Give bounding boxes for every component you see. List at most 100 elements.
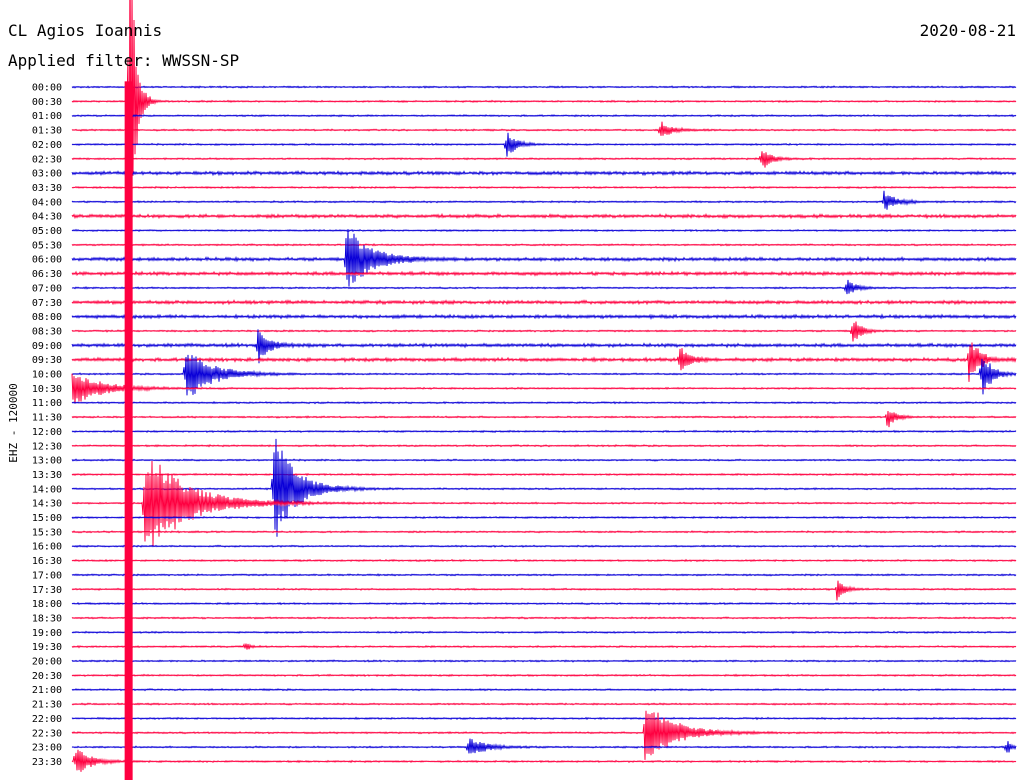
trace-line bbox=[71, 313, 1017, 321]
time-label: 19:30 bbox=[32, 642, 62, 653]
time-label: 04:00 bbox=[32, 197, 62, 208]
trace-line bbox=[71, 299, 1017, 306]
time-label: 04:30 bbox=[32, 212, 62, 223]
time-label: 05:30 bbox=[32, 240, 62, 251]
time-label: 02:00 bbox=[32, 140, 62, 151]
trace-line bbox=[71, 212, 1017, 220]
trace-line bbox=[71, 716, 1017, 721]
trace-line bbox=[71, 580, 1017, 601]
channel-label: EHZ - 120000 bbox=[7, 383, 20, 462]
time-label: 16:30 bbox=[32, 556, 62, 567]
trace-line bbox=[71, 444, 1017, 448]
time-label: 08:30 bbox=[32, 326, 62, 337]
time-label: 20:30 bbox=[32, 671, 62, 682]
time-label: 17:30 bbox=[32, 585, 62, 596]
time-label: 03:30 bbox=[32, 183, 62, 194]
trace-line bbox=[71, 373, 1017, 404]
time-label: 13:30 bbox=[32, 470, 62, 481]
time-label: 14:30 bbox=[32, 499, 62, 510]
time-label: 22:30 bbox=[32, 728, 62, 739]
trace-line bbox=[71, 438, 1017, 537]
time-label: 18:30 bbox=[32, 613, 62, 624]
trace-line bbox=[71, 354, 1017, 396]
time-label: 23:00 bbox=[32, 743, 62, 754]
time-label: 01:30 bbox=[32, 126, 62, 137]
time-label: 20:00 bbox=[32, 657, 62, 668]
time-label: 17:00 bbox=[32, 570, 62, 581]
station-title: CL Agios Ioannis bbox=[8, 21, 162, 40]
trace-line bbox=[71, 321, 1017, 342]
time-label: 10:00 bbox=[32, 370, 62, 381]
time-label: 21:00 bbox=[32, 685, 62, 696]
time-label: 15:30 bbox=[32, 527, 62, 538]
date-label: 2020-08-21 bbox=[920, 21, 1016, 40]
trace-line bbox=[71, 228, 1017, 233]
trace-line bbox=[71, 0, 1017, 296]
trace-line bbox=[71, 458, 1017, 462]
trace-line bbox=[71, 558, 1017, 563]
time-label: 14:00 bbox=[32, 484, 62, 495]
trace-line bbox=[71, 710, 1017, 760]
time-label: 09:00 bbox=[32, 341, 62, 352]
trace-line bbox=[71, 687, 1017, 692]
trace-line bbox=[71, 429, 1017, 434]
time-label: 18:00 bbox=[32, 599, 62, 610]
trace-line bbox=[71, 329, 1017, 364]
trace-line bbox=[71, 573, 1017, 577]
trace-line bbox=[71, 85, 1017, 89]
time-label: 00:00 bbox=[32, 83, 62, 94]
trace-line bbox=[71, 342, 1017, 382]
time-label: 12:00 bbox=[32, 427, 62, 438]
trace-line bbox=[71, 410, 1017, 428]
trace-line bbox=[71, 659, 1017, 663]
trace-line bbox=[71, 121, 1017, 136]
time-label: 11:00 bbox=[32, 398, 62, 409]
trace-line bbox=[71, 243, 1017, 247]
trace-line bbox=[71, 151, 1017, 168]
trace-line bbox=[71, 702, 1017, 706]
trace-group bbox=[71, 0, 1017, 780]
trace-line bbox=[71, 279, 1017, 295]
trace-line bbox=[71, 601, 1017, 606]
time-label: 07:00 bbox=[32, 283, 62, 294]
trace-line bbox=[71, 738, 1017, 754]
trace-line bbox=[71, 630, 1017, 635]
time-label: 08:00 bbox=[32, 312, 62, 323]
time-label: 07:30 bbox=[32, 298, 62, 309]
filter-label: Applied filter: WWSSN-SP bbox=[8, 51, 239, 70]
time-label: 00:30 bbox=[32, 97, 62, 108]
trace-line bbox=[71, 460, 1017, 547]
time-label: 06:30 bbox=[32, 269, 62, 280]
trace-line bbox=[71, 673, 1017, 678]
time-label: 11:30 bbox=[32, 413, 62, 424]
time-label: 03:00 bbox=[32, 169, 62, 180]
time-label: 10:30 bbox=[32, 384, 62, 395]
trace-line bbox=[71, 132, 1017, 157]
time-label: 19:00 bbox=[32, 628, 62, 639]
trace-line bbox=[71, 270, 1017, 277]
trace-line bbox=[71, 530, 1017, 534]
time-label: 21:30 bbox=[32, 700, 62, 711]
time-label: 01:00 bbox=[32, 111, 62, 122]
time-label: 05:00 bbox=[32, 226, 62, 237]
time-label: 23:30 bbox=[32, 757, 62, 768]
time-label: 09:30 bbox=[32, 355, 62, 366]
time-label: 15:00 bbox=[32, 513, 62, 524]
trace-line bbox=[71, 544, 1017, 548]
time-label: 13:00 bbox=[32, 456, 62, 467]
saturated-event bbox=[124, 81, 133, 780]
time-label: 06:00 bbox=[32, 255, 62, 266]
trace-line bbox=[71, 169, 1017, 177]
trace-line bbox=[71, 749, 1017, 772]
trace-line bbox=[71, 185, 1017, 190]
trace-line bbox=[71, 515, 1017, 520]
time-label: 02:30 bbox=[32, 154, 62, 165]
trace-line bbox=[71, 400, 1017, 405]
trace-line bbox=[71, 190, 1017, 210]
trace-line bbox=[71, 113, 1017, 118]
trace-line bbox=[71, 228, 1017, 287]
trace-line bbox=[71, 643, 1017, 650]
time-label: 16:00 bbox=[32, 542, 62, 553]
